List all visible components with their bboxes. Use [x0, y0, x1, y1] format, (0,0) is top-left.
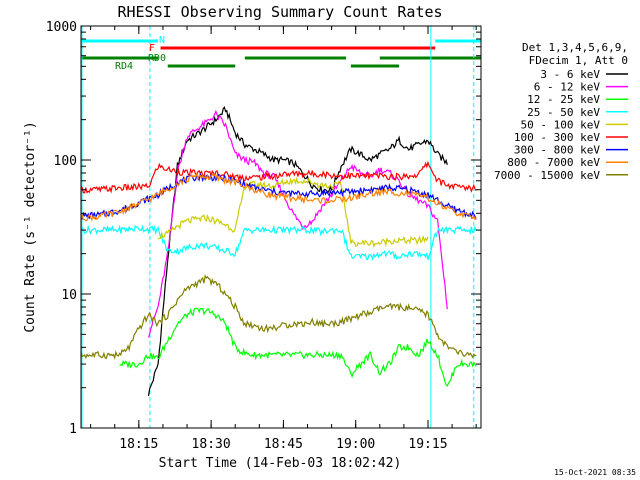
- legend-label-2: 12 - 25 keV: [527, 93, 600, 106]
- x-tick-label-1: 18:30: [192, 437, 231, 452]
- series-line-8: [80, 274, 477, 360]
- y-tick-label-1: 10: [61, 288, 77, 303]
- x-axis-ticks: 18:15 18:30 18:45 19:00 19:15: [90, 26, 477, 452]
- legend-label-7: 800 - 7000 keV: [507, 156, 600, 169]
- legend-label-4: 50 - 100 keV: [521, 118, 601, 131]
- y-axis-label: Count Rate (s⁻¹ detector⁻¹): [23, 121, 38, 332]
- footer-timestamp: 15-Oct-2021 08:35: [554, 468, 636, 477]
- legend: Det 1,3,4,5,6,9, FDecim 1, Att 0 3 - 6 k…: [494, 41, 628, 182]
- series-line-2: [119, 307, 477, 387]
- legend-header-line-2: FDecim 1, Att 0: [529, 54, 628, 67]
- x-tick-label-2: 18:45: [264, 437, 303, 452]
- legend-label-6: 300 - 800 keV: [514, 144, 600, 157]
- y-axis-ticks: 1 10 100 1000: [46, 20, 481, 437]
- annotation-f: F: [149, 43, 155, 54]
- legend-label-8: 7000 - 15000 keV: [494, 169, 600, 182]
- legend-header-line-1: Det 1,3,4,5,6,9,: [522, 41, 628, 54]
- series-line-7: [80, 172, 477, 222]
- series-line-1: [147, 109, 448, 338]
- y-tick-label-3: 1000: [46, 20, 77, 35]
- legend-label-5: 100 - 300 keV: [514, 131, 600, 144]
- annotation-n: N: [159, 35, 165, 46]
- series-line-3: [80, 224, 477, 261]
- legend-label-3: 25 - 50 keV: [527, 106, 600, 119]
- annotation-rd4: RD4: [115, 61, 133, 72]
- series-lines: [80, 106, 477, 396]
- legend-label-0: 3 - 6 keV: [540, 68, 600, 81]
- x-tick-label-3: 19:00: [336, 437, 375, 452]
- chart-title: RHESSI Observing Summary Count Rates: [117, 3, 442, 21]
- x-axis-label: Start Time (14-Feb-03 18:02:42): [159, 456, 402, 471]
- series-line-0: [147, 106, 448, 396]
- y-tick-label-2: 100: [54, 154, 77, 169]
- x-tick-label-4: 19:15: [408, 437, 447, 452]
- annotation-rd0: RD0: [148, 53, 166, 64]
- series-line-4: [157, 176, 429, 248]
- legend-label-1: 6 - 12 keV: [534, 81, 601, 94]
- plot-frame: [80, 25, 482, 429]
- y-tick-label-0: 1: [69, 422, 77, 437]
- x-tick-label-0: 18:15: [119, 437, 158, 452]
- series-line-5: [80, 160, 477, 194]
